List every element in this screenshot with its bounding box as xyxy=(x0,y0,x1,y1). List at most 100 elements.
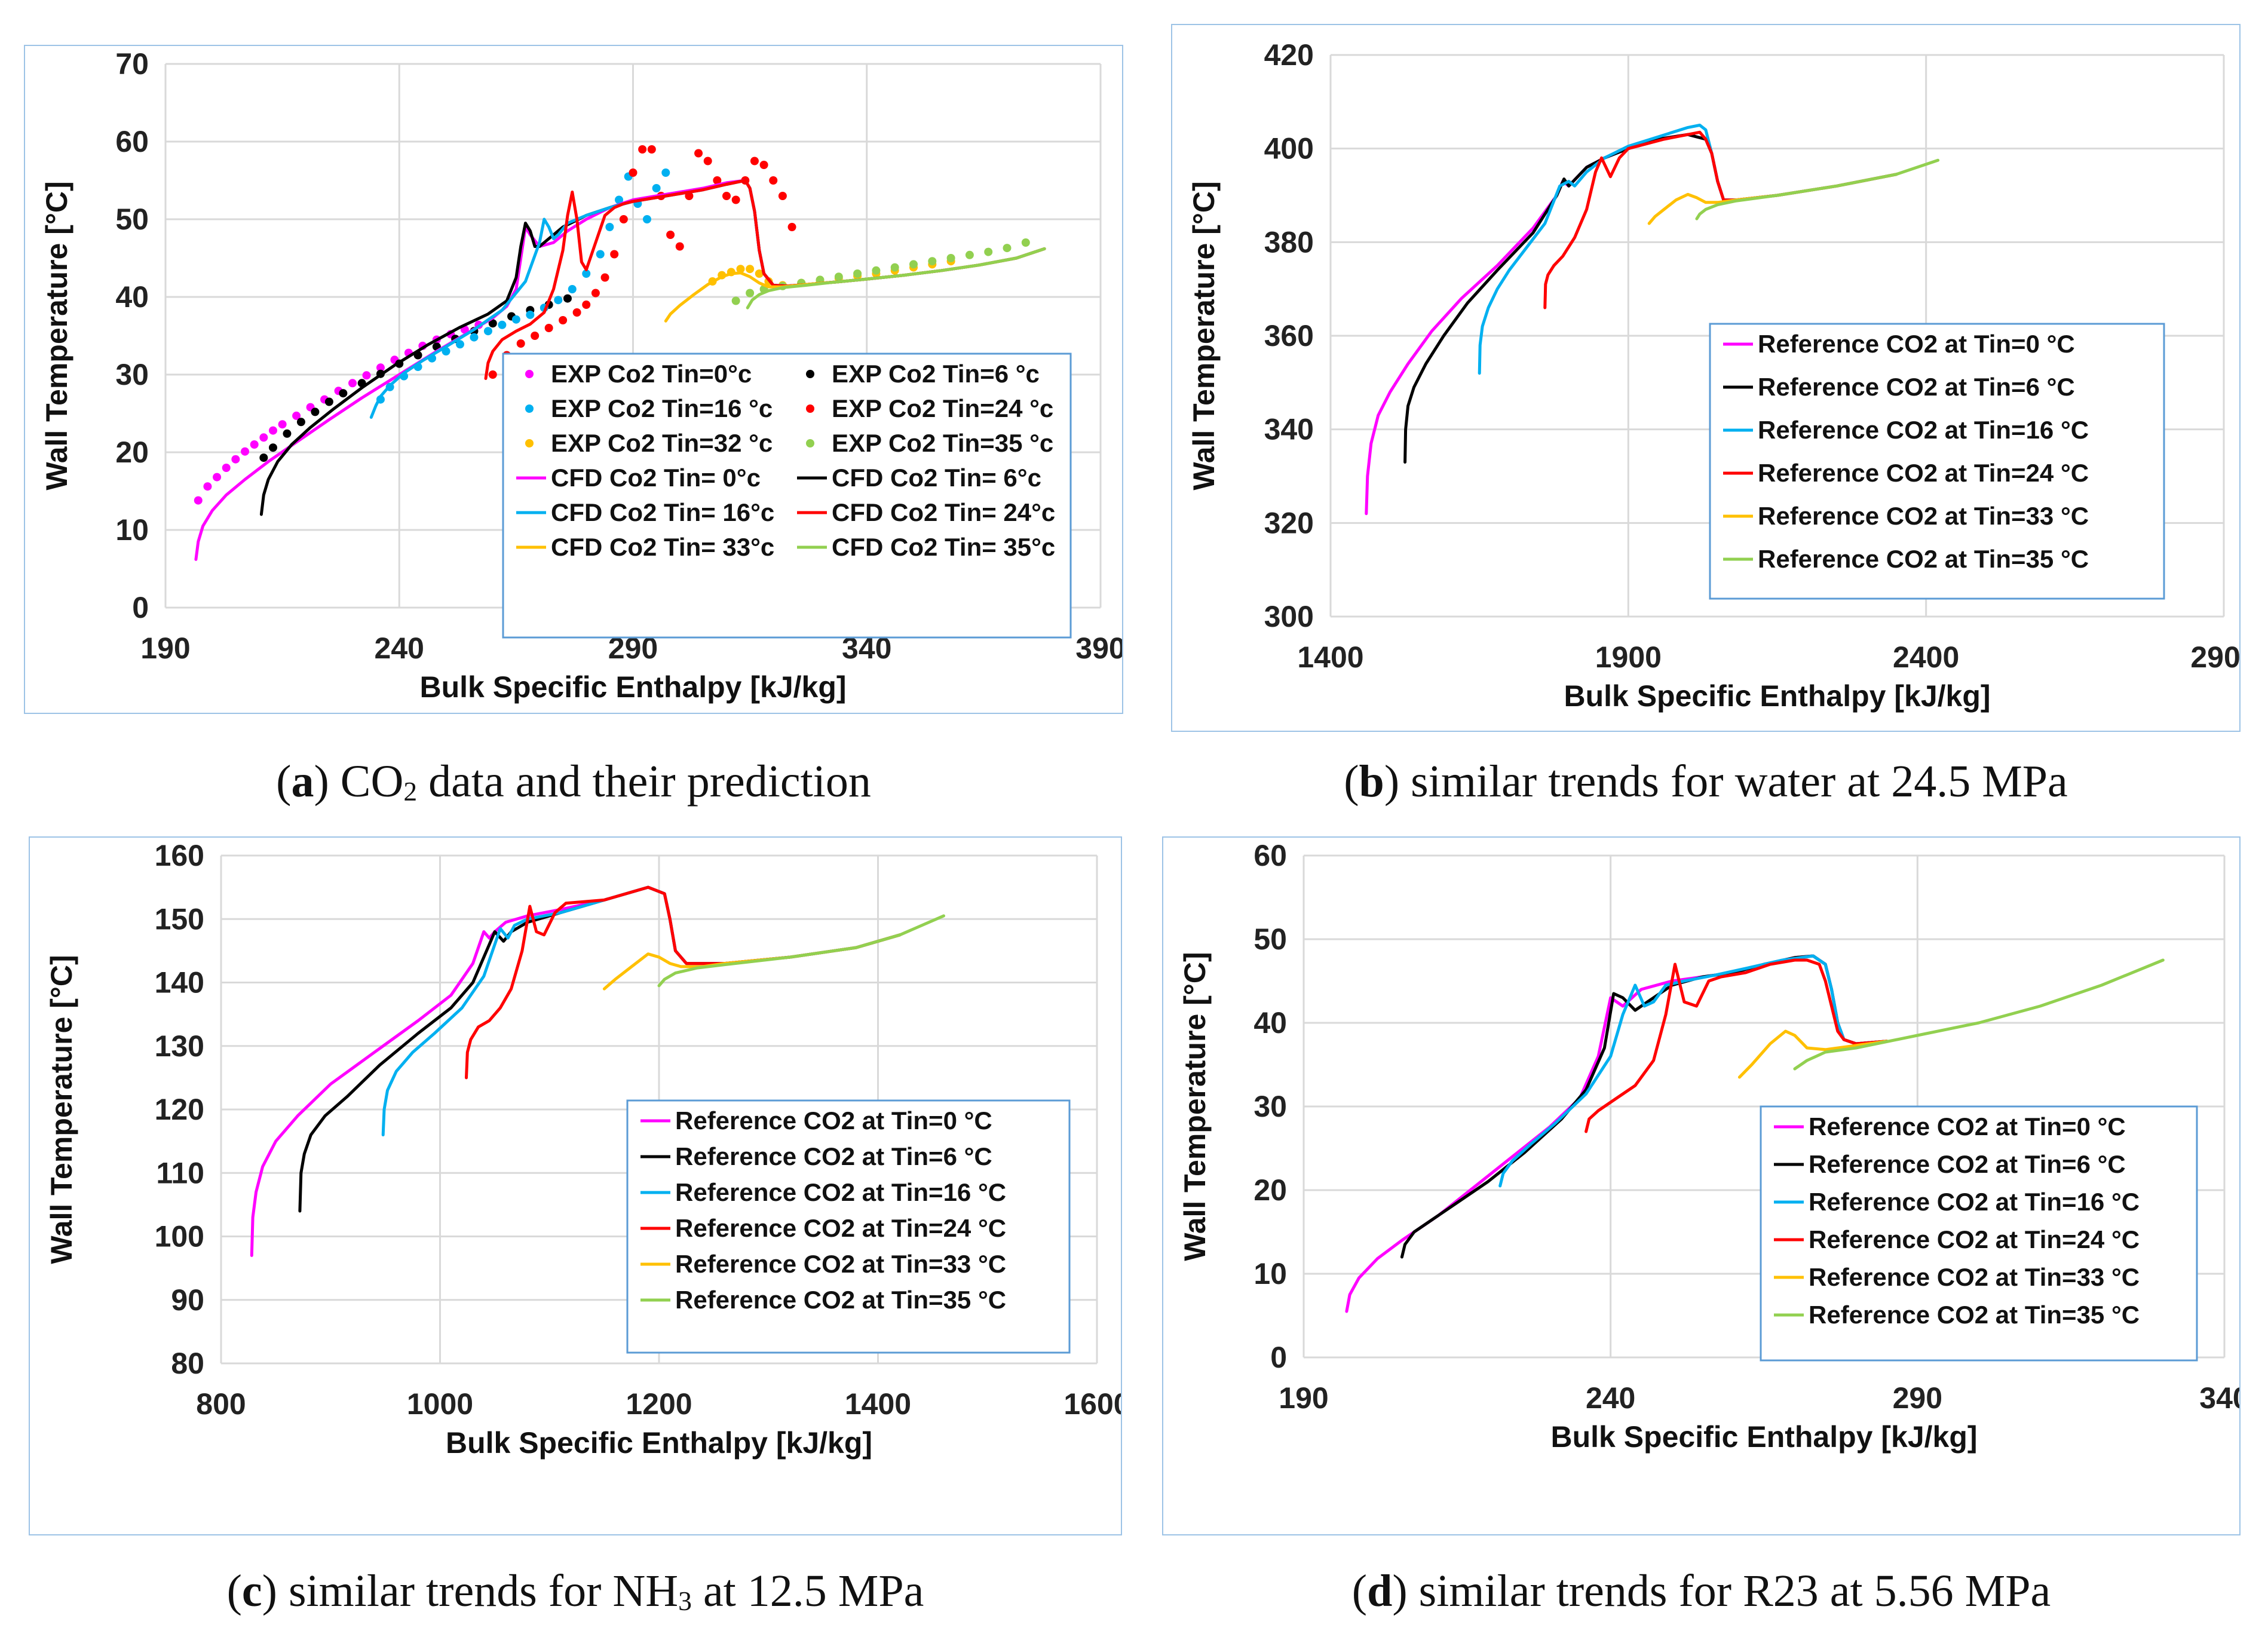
x-tick-label: 1000 xyxy=(407,1387,473,1421)
scatter-point xyxy=(311,407,320,416)
scatter-point xyxy=(731,195,740,204)
series-line-5 xyxy=(657,914,945,988)
x-tick-label: 2400 xyxy=(1893,640,1959,674)
legend-label: Reference CO2 at Tin=33 °C xyxy=(675,1250,1006,1278)
data-series xyxy=(194,145,1046,561)
legend-label: CFD Co2 Tin= 0°c xyxy=(551,464,761,492)
scatter-point xyxy=(498,320,507,329)
scatter-point xyxy=(572,308,581,317)
scatter-point xyxy=(511,315,520,324)
scatter-point xyxy=(1003,244,1012,253)
y-tick-label: 420 xyxy=(1264,38,1314,72)
legend-label: Reference CO2 at Tin=6 °C xyxy=(675,1142,992,1170)
scatter-point xyxy=(600,273,609,282)
series-line-3 xyxy=(1584,958,1889,1133)
legend: EXP Co2 Tin=0°c EXP Co2 Tin=6 °c EXP Co2 T… xyxy=(502,352,1072,639)
y-tick-label: 70 xyxy=(115,47,149,81)
legend-label: Reference CO2 at Tin=24 °C xyxy=(1809,1225,2140,1253)
legend-label: Reference CO2 at Tin=33 °C xyxy=(1809,1263,2140,1291)
caption-c: (c) similar trends for NH3 at 12.5 MPa xyxy=(226,1566,924,1616)
scatter-point xyxy=(755,269,764,278)
scatter-point xyxy=(203,482,212,491)
legend-label: EXP Co2 Tin=32 °c xyxy=(551,429,773,457)
caption-b: (b) similar trends for water at 24.5 MPa xyxy=(1344,756,2068,807)
x-tick-label: 290 xyxy=(1893,1381,1942,1415)
series-line-3 xyxy=(1543,130,1898,309)
data-series xyxy=(1345,954,2165,1313)
x-tick-label: 340 xyxy=(2199,1381,2239,1415)
scatter-point xyxy=(769,176,778,185)
legend-label: Reference CO2 at Tin=24 °C xyxy=(675,1214,1006,1242)
legend-label: Reference CO2 at Tin=6 °C xyxy=(1809,1150,2126,1178)
scatter-point xyxy=(324,397,333,406)
scatter-point xyxy=(965,250,974,259)
scatter-point xyxy=(559,316,568,324)
scatter-point xyxy=(582,269,591,278)
legend-label: Reference CO2 at Tin=35 °C xyxy=(675,1286,1006,1314)
legend-label: CFD Co2 Tin= 33°c xyxy=(551,533,774,561)
x-tick-label: 2900 xyxy=(2190,640,2239,674)
scatter-point xyxy=(568,285,577,293)
x-axis-label: Bulk Specific Enthalpy [kJ/kg] xyxy=(1564,679,1990,713)
scatter-point xyxy=(647,145,656,154)
y-tick-label: 150 xyxy=(155,902,204,936)
legend: Reference CO2 at Tin=0 °C Reference CO2 a… xyxy=(1709,323,2165,600)
scatter-point xyxy=(554,296,563,305)
scatter-point xyxy=(250,440,259,449)
caption-d: (d) similar trends for R23 at 5.56 MPa xyxy=(1351,1566,2051,1616)
legend-label: Reference CO2 at Tin=0 °C xyxy=(1809,1112,2126,1141)
scatter-point xyxy=(296,418,305,427)
scatter-point xyxy=(483,327,492,336)
chart-panel-a: 0 10 20 30 40 50 60 70 190 240 290 340 390 Bulk Speci… xyxy=(24,45,1123,714)
y-tick-label: 300 xyxy=(1264,600,1314,633)
scatter-point xyxy=(582,301,591,309)
y-tick-label: 340 xyxy=(1264,413,1314,446)
x-tick-label: 190 xyxy=(1279,1381,1328,1415)
scatter-point xyxy=(853,269,862,278)
data-series xyxy=(1365,124,1940,516)
legend-label: CFD Co2 Tin= 16°c xyxy=(551,498,774,526)
scatter-point xyxy=(376,363,385,372)
y-axis-label: Wall Temperature [°C] xyxy=(45,955,78,1264)
scatter-point xyxy=(213,473,222,482)
legend-label: CFD Co2 Tin= 24°c xyxy=(832,498,1055,526)
scatter-point xyxy=(890,263,899,272)
series-line-11 xyxy=(746,247,1046,309)
scatter-point xyxy=(241,447,250,456)
series-line-5 xyxy=(1793,958,2165,1071)
scatter-point xyxy=(928,257,937,266)
legend-label: CFD Co2 Tin= 6°c xyxy=(832,464,1041,492)
y-tick-label: 400 xyxy=(1264,132,1314,165)
legend-label: Reference CO2 at Tin=16 °C xyxy=(675,1178,1006,1206)
scatter-point xyxy=(531,332,540,340)
scatter-point xyxy=(946,254,955,262)
scatter-series-5 xyxy=(731,238,1030,305)
scatter-point xyxy=(455,340,464,349)
legend-label: Reference CO2 at Tin=24 °C xyxy=(1758,459,2089,487)
y-tick-label: 60 xyxy=(1253,839,1287,872)
x-tick-label: 1400 xyxy=(1297,640,1363,674)
legend-marker xyxy=(806,370,814,378)
x-tick-label: 190 xyxy=(140,632,190,665)
legend-label: EXP Co2 Tin=6 °c xyxy=(832,360,1040,388)
scatter-point xyxy=(1021,238,1030,247)
scatter-point xyxy=(713,176,722,185)
scatter-point xyxy=(736,265,745,274)
scatter-point xyxy=(746,289,755,298)
scatter-point xyxy=(759,161,768,169)
series-line-2 xyxy=(381,885,902,1136)
legend-box xyxy=(1760,1105,2198,1362)
legend-box xyxy=(626,1099,1071,1354)
legend-label: Reference CO2 at Tin=0 °C xyxy=(1758,330,2075,358)
scatter-point xyxy=(746,265,755,274)
scatter-point xyxy=(619,215,628,223)
legend-label: EXP Co2 Tin=24 °c xyxy=(832,394,1053,422)
y-tick-label: 10 xyxy=(115,513,149,547)
y-tick-label: 0 xyxy=(132,591,149,624)
scatter-point xyxy=(526,310,535,319)
scatter-point xyxy=(909,260,918,269)
scatter-point xyxy=(259,453,268,462)
y-tick-label: 140 xyxy=(155,966,204,1000)
scatter-point xyxy=(652,184,661,192)
y-tick-label: 80 xyxy=(171,1347,204,1380)
